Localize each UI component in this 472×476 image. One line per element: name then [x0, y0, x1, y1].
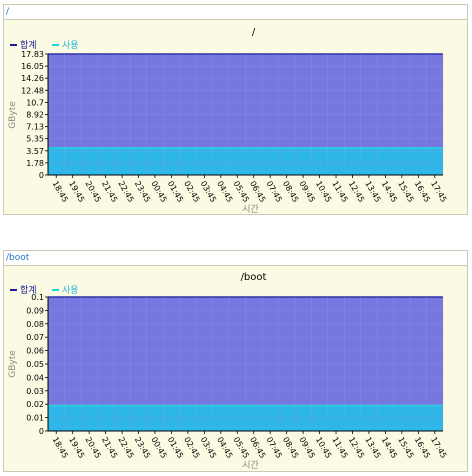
y-tick-label: 0.01	[26, 414, 44, 423]
chart-panel-boot: /boot /boot 합계 사용 0 0.01 0.02 0.03 0.04 0.05 0.06…	[3, 250, 468, 472]
y-tick-label: 12.48	[21, 86, 44, 95]
y-tick-label: 3.57	[26, 147, 44, 156]
y-axis-label: GByte	[8, 350, 18, 378]
y-tick-label: 0.02	[26, 400, 44, 409]
y-tick-label: 0.1	[31, 293, 44, 302]
y-tick-label: 0	[39, 171, 44, 180]
legend-label: 합계	[20, 39, 37, 51]
y-tick-label: 14.26	[21, 74, 44, 83]
x-tick-label: 17:45	[429, 180, 448, 204]
chart-boot: /boot 합계 사용 0 0.01 0.02 0.03 0.04 0.05 0.06 0.07 0.…	[8, 272, 448, 471]
chart-root: / 합계 사용 0 1.78 3.57 5.35 7.13 8.92 10.7 12.48 14.26…	[8, 27, 448, 215]
y-axis-label: GByte	[8, 101, 18, 129]
x-axis-label: 시간	[242, 204, 259, 215]
legend-label: 사용	[62, 40, 79, 51]
y-tick-label: 1.78	[26, 159, 44, 168]
y-tick-label: 8.92	[26, 111, 44, 120]
y-tick-label: 5.35	[26, 135, 44, 144]
y-tick-label: 10.7	[26, 98, 44, 107]
panel-header-boot: /boot	[4, 251, 467, 266]
chart-title: /boot	[241, 272, 267, 283]
chart-title: /	[252, 27, 256, 38]
chart-panel-root: / / 합계 사용 0 1.78 3.57 5.35 7.13 8.92 10.7 12.48 14.…	[3, 4, 468, 215]
y-tick-label: 0.06	[26, 347, 44, 356]
panel-link-root[interactable]: /	[6, 7, 10, 17]
y-tick-label: 7.13	[26, 123, 44, 132]
panel-link-boot[interactable]: /boot	[6, 253, 30, 263]
y-tick-label: 0	[39, 427, 44, 436]
y-tick-label: 0.03	[26, 387, 44, 396]
y-tick-label: 0.04	[26, 373, 44, 382]
legend-label: 합계	[20, 284, 37, 296]
y-tick-label: 0.05	[26, 360, 44, 369]
y-tick-label: 17.83	[21, 50, 44, 59]
y-tick-label: 0.08	[26, 320, 44, 329]
x-tick-label: 17:45	[429, 436, 448, 460]
y-tick-label: 0.07	[26, 333, 44, 342]
y-tick-label: 0.09	[26, 306, 44, 315]
x-axis-label: 시간	[242, 460, 259, 471]
legend-label: 사용	[62, 285, 79, 296]
y-tick-label: 16.05	[21, 62, 44, 71]
panel-header-root: /	[4, 5, 467, 20]
